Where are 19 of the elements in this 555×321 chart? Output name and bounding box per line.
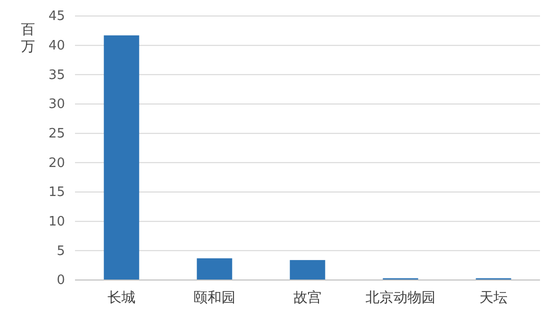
y-axis-title: 百万: [21, 22, 35, 55]
y-tick-label: 20: [48, 156, 65, 171]
y-tick-label: 0: [56, 273, 65, 288]
y-tick-label: 30: [48, 97, 65, 112]
x-tick-label: 故宫: [294, 290, 322, 306]
y-tick-label: 40: [48, 38, 65, 54]
x-tick-label: 长城: [108, 290, 136, 306]
y-tick-label: 25: [48, 126, 65, 142]
x-tick-label: 天坛: [480, 290, 508, 306]
y-tick-label: 10: [48, 214, 65, 230]
y-tick-label: 15: [48, 185, 65, 200]
bar: [196, 258, 232, 280]
x-tick-label: 颐和园: [194, 290, 236, 306]
bar: [290, 260, 326, 280]
y-tick-label: 5: [56, 244, 65, 259]
y-tick-label: 45: [48, 9, 65, 24]
x-tick-label: 北京动物园: [366, 290, 436, 306]
bar: [104, 35, 140, 280]
y-tick-label: 35: [48, 68, 65, 83]
